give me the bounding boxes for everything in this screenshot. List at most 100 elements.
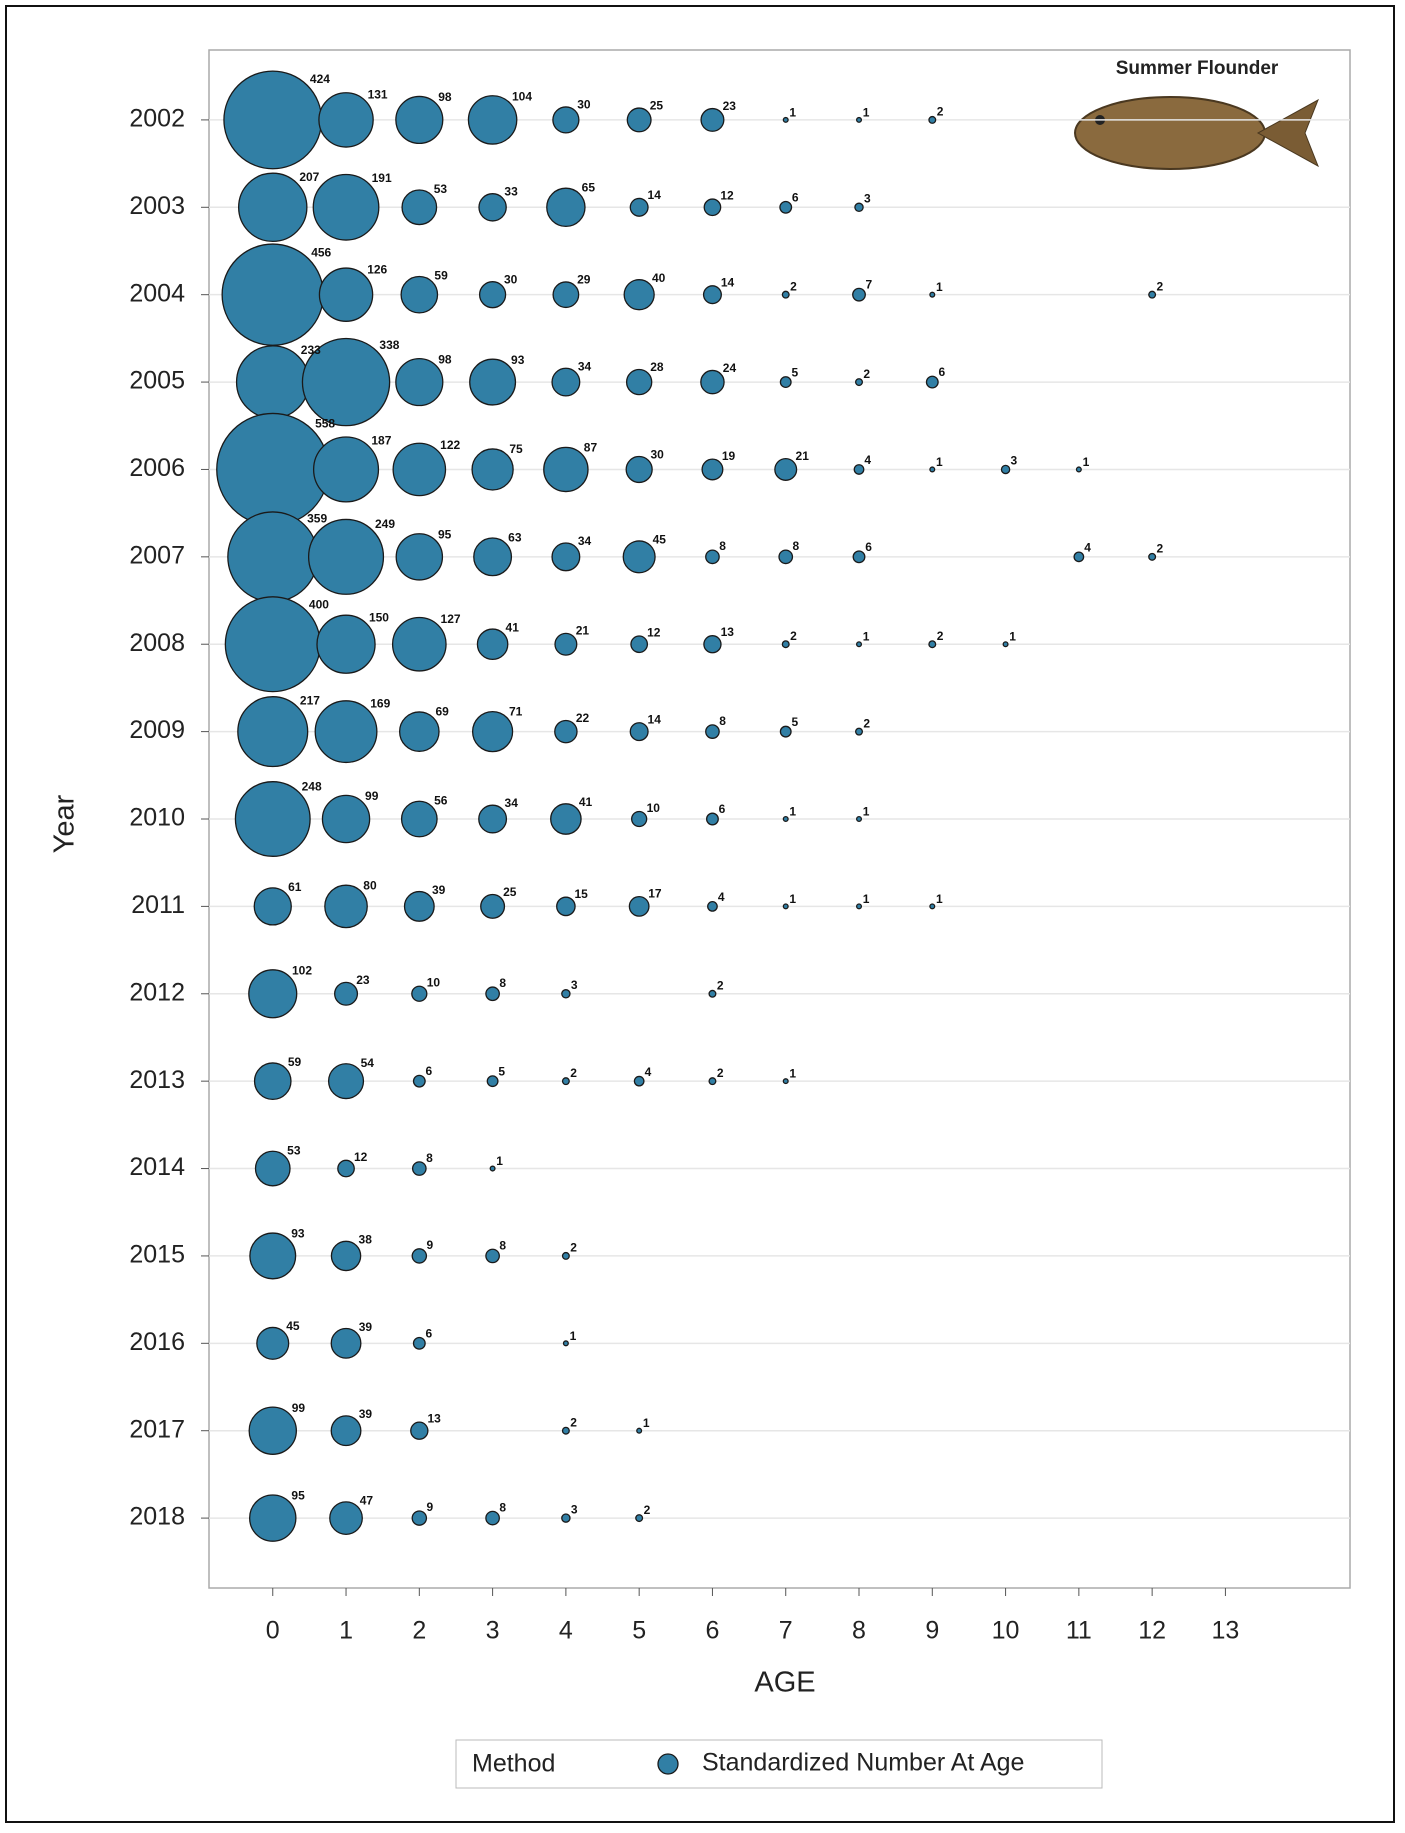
- x-tick-label: 8: [852, 1617, 866, 1645]
- bubble: [779, 725, 792, 738]
- data-label: 9: [426, 1500, 433, 1514]
- data-label: 233: [301, 343, 321, 357]
- bubble: [852, 550, 866, 564]
- y-tick-label: 2003: [129, 192, 185, 220]
- data-label: 53: [434, 182, 448, 196]
- data-label: 1: [643, 1416, 650, 1430]
- x-axis-label: AGE: [754, 1667, 815, 1699]
- data-label: 104: [512, 90, 532, 104]
- bubble: [554, 719, 578, 744]
- data-label: 2: [1157, 542, 1164, 556]
- x-tick-label: 6: [705, 1617, 719, 1645]
- bubble: [629, 722, 649, 742]
- data-label: 25: [650, 99, 664, 113]
- data-label: 249: [375, 517, 395, 531]
- bubble: [314, 700, 378, 764]
- bubble: [705, 812, 719, 826]
- bubble: [561, 1513, 571, 1523]
- data-label: 71: [509, 704, 523, 718]
- bubble: [221, 243, 325, 346]
- y-tick-label: 2004: [129, 279, 185, 307]
- data-label: 61: [288, 880, 302, 894]
- bubble: [774, 457, 798, 481]
- x-tick-label: 13: [1212, 1617, 1240, 1645]
- data-label: 1: [936, 892, 943, 906]
- data-label: 8: [719, 539, 726, 553]
- data-label: 4: [645, 1065, 652, 1079]
- data-label: 28: [650, 360, 664, 374]
- bubble: [929, 903, 936, 910]
- data-label: 2: [1157, 279, 1164, 293]
- data-label: 24: [723, 361, 737, 375]
- bubble: [781, 290, 790, 299]
- data-label: 12: [720, 189, 734, 203]
- bubble: [248, 1406, 297, 1455]
- data-label: 34: [578, 359, 592, 373]
- data-label: 1: [863, 804, 870, 818]
- data-label: 14: [721, 275, 735, 289]
- data-label: 1: [789, 105, 796, 119]
- bubble: [395, 95, 444, 145]
- data-label: 7: [866, 277, 873, 291]
- bubble: [253, 1062, 292, 1101]
- bubble: [625, 455, 653, 484]
- data-label: 2: [790, 629, 797, 643]
- bubble: [561, 1251, 570, 1260]
- bubble: [476, 628, 509, 661]
- bubble: [485, 1248, 500, 1264]
- data-label: 10: [647, 801, 661, 815]
- y-tick-label: 2015: [129, 1241, 185, 1269]
- data-label: 40: [652, 271, 666, 285]
- bubble: [227, 511, 319, 603]
- data-label: 1: [570, 1329, 577, 1343]
- data-label: 456: [311, 245, 331, 259]
- bubble: [708, 989, 717, 998]
- bubble: [562, 1340, 569, 1347]
- bubble: [256, 1326, 290, 1360]
- data-label: 8: [499, 1238, 506, 1252]
- y-tick-label: 2010: [129, 804, 185, 832]
- bubble: [1000, 464, 1011, 475]
- bubble: [854, 202, 864, 213]
- data-label: 63: [508, 530, 522, 544]
- bubble: [925, 375, 939, 389]
- data-label: 126: [367, 263, 387, 277]
- bubble: [400, 275, 439, 314]
- x-tick-label: 11: [1066, 1617, 1092, 1645]
- x-tick-label: 4: [559, 1617, 573, 1645]
- data-label: 23: [356, 973, 370, 987]
- x-tick-label: 0: [266, 1617, 280, 1645]
- bubble: [700, 107, 725, 132]
- bubble: [1002, 641, 1009, 648]
- data-label: 13: [427, 1412, 441, 1426]
- bubble: [486, 1075, 499, 1088]
- data-label: 4: [718, 890, 725, 904]
- y-tick-label: 2018: [129, 1503, 185, 1531]
- data-label: 2: [790, 279, 797, 293]
- y-tick-label: 2007: [129, 541, 185, 569]
- bubble: [318, 92, 374, 148]
- bubble: [467, 95, 518, 145]
- data-label: 34: [578, 534, 592, 548]
- data-label: 217: [300, 694, 320, 708]
- data-label: 93: [511, 353, 525, 367]
- data-label: 33: [504, 185, 518, 199]
- bubble: [561, 1077, 570, 1086]
- data-label: 6: [938, 365, 945, 379]
- data-label: 5: [498, 1065, 505, 1079]
- bubble: [552, 106, 580, 134]
- data-label: 99: [292, 1401, 306, 1415]
- bubble: [403, 890, 435, 922]
- bubble: [700, 369, 725, 395]
- y-tick-label: 2002: [129, 105, 185, 133]
- x-tick-label: 10: [992, 1617, 1020, 1645]
- data-label: 2: [937, 629, 944, 643]
- bubble: [782, 1078, 789, 1085]
- data-label: 23: [723, 99, 737, 113]
- bubble: [485, 1510, 500, 1526]
- data-label: 10: [427, 976, 441, 990]
- data-label: 3: [571, 1502, 578, 1516]
- bubble: [401, 189, 438, 226]
- data-label: 2: [570, 1066, 577, 1080]
- data-label: 127: [441, 612, 461, 626]
